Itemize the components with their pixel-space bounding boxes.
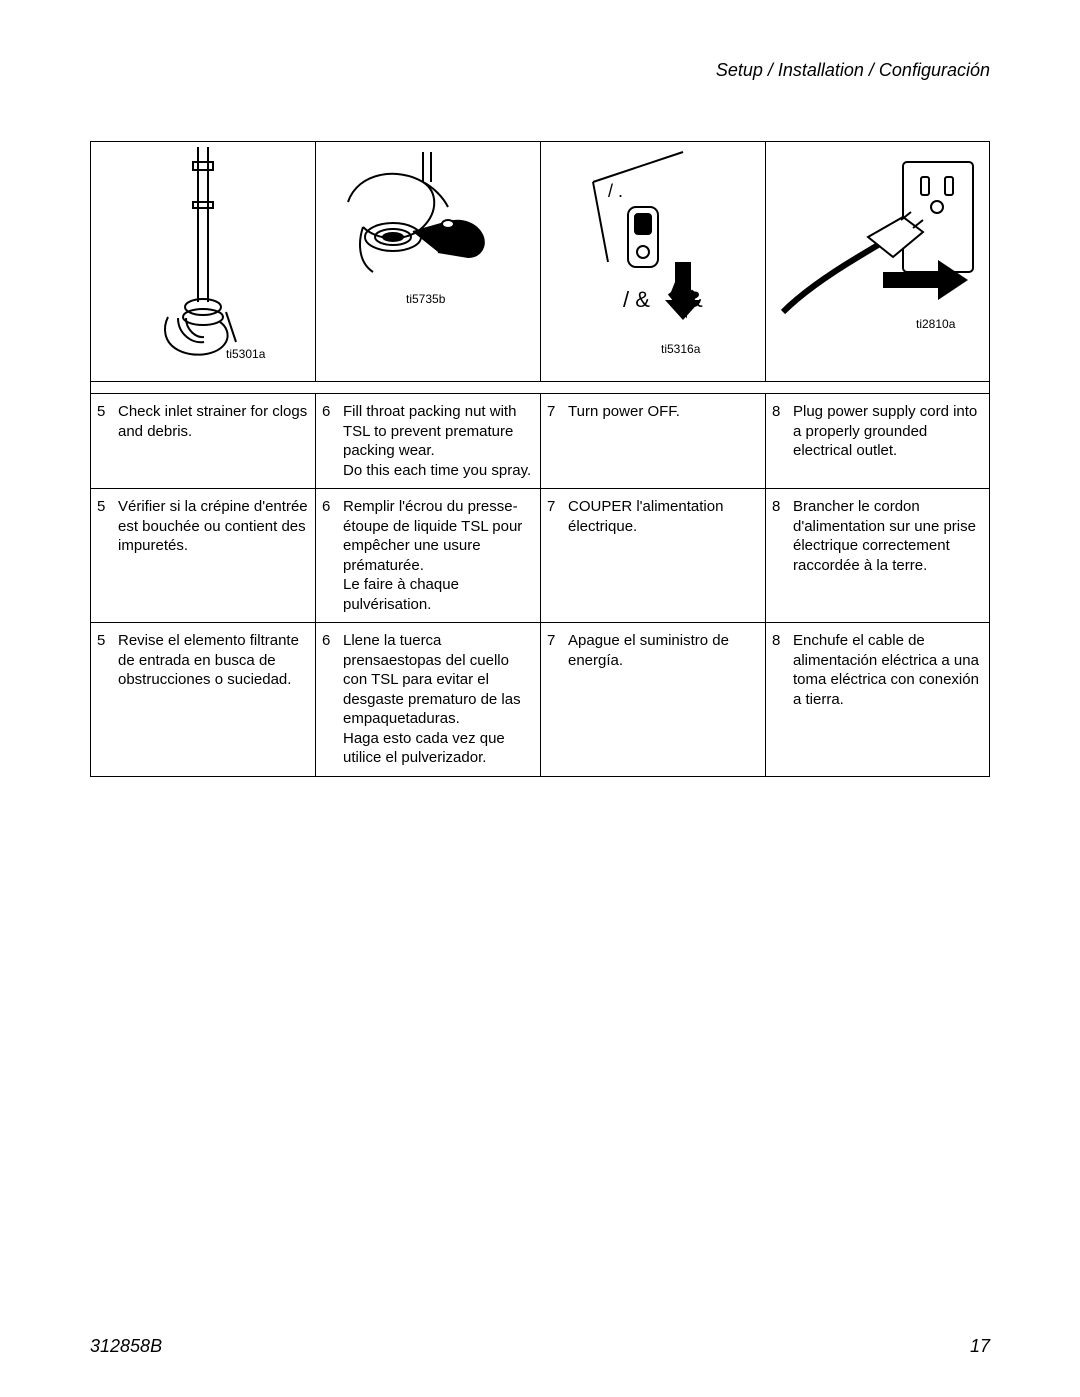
- step-text: Apague el suministro de energía.: [564, 622, 765, 777]
- page-header: Setup / Installation / Configuración: [90, 60, 990, 81]
- page-footer: 312858B 17: [90, 1336, 990, 1357]
- svg-text:/ .: / .: [608, 181, 623, 201]
- step-text: Remplir l'écrou du presse-étoupe de liqu…: [339, 488, 540, 622]
- step-text: Check inlet strainer for clogs and debri…: [114, 393, 315, 488]
- step-num: 7: [540, 488, 564, 622]
- page-number: 17: [970, 1336, 990, 1357]
- diagram-cell-4: ti2810a: [765, 141, 990, 381]
- step-num: 6: [315, 622, 339, 777]
- svg-text:&: &: [688, 287, 703, 312]
- step-num: 6: [315, 393, 339, 488]
- step-num: 5: [90, 393, 114, 488]
- diagram-caption-3: ti5316a: [661, 342, 700, 356]
- step-num: 8: [765, 488, 789, 622]
- doc-number: 312858B: [90, 1336, 162, 1357]
- step-num: 5: [90, 622, 114, 777]
- power-off-diagram-icon: / . / & &: [553, 142, 753, 362]
- step-num: 6: [315, 488, 339, 622]
- step-text: Brancher le cordon d'alimentation sur un…: [789, 488, 990, 622]
- step-text: Llene la tuerca prensaestopas del cuello…: [339, 622, 540, 777]
- separator-row: [90, 381, 990, 393]
- step-text: Turn power OFF.: [564, 393, 765, 488]
- diagram-caption-2: ti5735b: [406, 292, 445, 306]
- svg-text:/ &: / &: [623, 287, 650, 312]
- diagram-cell-3: / . / & & ti5316a: [540, 141, 765, 381]
- manual-page: Setup / Installation / Configuración ti5: [0, 0, 1080, 1397]
- step-text: Enchufe el cable de alimentación eléctri…: [789, 622, 990, 777]
- step-text: Vérifier si la crépine d'entrée est bouc…: [114, 488, 315, 622]
- step-text: Plug power supply cord into a properly g…: [789, 393, 990, 488]
- instruction-grid: 5 Check inlet strainer for clogs and deb…: [90, 393, 990, 777]
- diagram-row: ti5301a ti5735b: [90, 141, 990, 381]
- step-num: 7: [540, 393, 564, 488]
- step-text: Revise el elemento filtrante de entrada …: [114, 622, 315, 777]
- step-text: Fill throat packing nut with TSL to prev…: [339, 393, 540, 488]
- step-num: 8: [765, 622, 789, 777]
- step-num: 8: [765, 393, 789, 488]
- diagram-caption-4: ti2810a: [916, 317, 955, 331]
- step-text: COUPER l'alimentation électrique.: [564, 488, 765, 622]
- diagram-caption-1: ti5301a: [226, 347, 265, 361]
- step-num: 5: [90, 488, 114, 622]
- diagram-cell-2: ti5735b: [315, 141, 540, 381]
- step-num: 7: [540, 622, 564, 777]
- diagram-cell-1: ti5301a: [90, 141, 315, 381]
- strainer-diagram-icon: [108, 142, 298, 362]
